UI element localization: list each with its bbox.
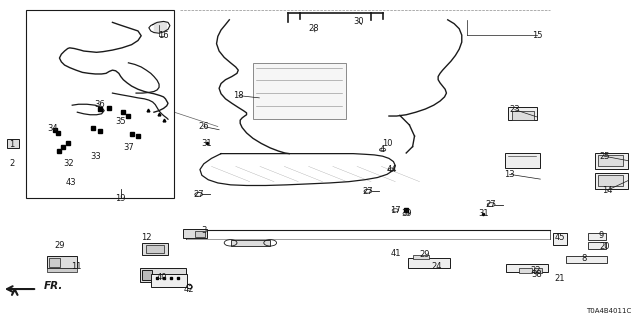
- Text: 28: 28: [308, 24, 319, 33]
- Text: 9: 9: [598, 231, 604, 240]
- Text: T0A4B4011C: T0A4B4011C: [586, 308, 632, 314]
- Text: 12: 12: [141, 233, 152, 242]
- Bar: [47, 268, 77, 272]
- Bar: [47, 256, 77, 268]
- Bar: [595, 153, 628, 169]
- Text: 27: 27: [193, 190, 204, 199]
- Text: 42: 42: [184, 284, 195, 293]
- Text: 36: 36: [94, 100, 105, 109]
- Bar: [505, 153, 540, 168]
- Text: 13: 13: [504, 170, 515, 179]
- Bar: [566, 256, 607, 263]
- Bar: [182, 229, 207, 238]
- Text: FR.: FR.: [44, 282, 63, 292]
- Bar: [553, 233, 567, 245]
- Text: 34: 34: [48, 124, 58, 132]
- Text: 40: 40: [156, 273, 167, 282]
- Text: 45: 45: [554, 233, 564, 242]
- Text: 4: 4: [380, 145, 385, 154]
- Bar: [598, 175, 623, 187]
- Bar: [506, 264, 548, 272]
- Text: 24: 24: [431, 262, 442, 271]
- Text: 35: 35: [115, 117, 126, 126]
- Text: 22: 22: [530, 266, 540, 276]
- Text: 18: 18: [234, 91, 244, 100]
- Bar: [253, 63, 346, 119]
- Text: 8: 8: [581, 254, 586, 263]
- Text: 29: 29: [55, 241, 65, 250]
- Bar: [230, 240, 270, 246]
- Bar: [588, 233, 606, 240]
- Text: 37: 37: [123, 143, 134, 152]
- Text: 10: 10: [383, 139, 393, 148]
- Bar: [147, 245, 164, 253]
- Text: 38: 38: [532, 269, 543, 279]
- Text: 39: 39: [401, 209, 412, 218]
- Text: 11: 11: [71, 262, 81, 271]
- Text: 31: 31: [202, 139, 212, 148]
- Bar: [7, 139, 19, 148]
- Bar: [152, 274, 186, 287]
- Bar: [413, 255, 429, 259]
- Text: 44: 44: [387, 165, 397, 174]
- Text: 26: 26: [198, 122, 209, 131]
- Text: 23: 23: [509, 105, 520, 114]
- Text: 27: 27: [486, 200, 497, 209]
- Text: 3: 3: [201, 226, 207, 235]
- Bar: [588, 242, 606, 249]
- Text: 31: 31: [478, 209, 489, 218]
- Text: 43: 43: [66, 179, 76, 188]
- Bar: [140, 268, 186, 282]
- Bar: [49, 258, 60, 267]
- Text: 33: 33: [90, 152, 100, 161]
- Bar: [508, 108, 537, 120]
- Bar: [519, 268, 532, 273]
- Text: 25: 25: [599, 152, 609, 161]
- Text: 30: 30: [354, 17, 364, 26]
- Text: 2: 2: [10, 159, 15, 168]
- Text: 21: 21: [554, 274, 564, 283]
- Text: 1: 1: [10, 140, 15, 148]
- Bar: [408, 258, 450, 268]
- Text: 15: 15: [532, 31, 542, 40]
- Bar: [511, 111, 534, 120]
- Bar: [595, 173, 628, 189]
- Text: 29: 29: [419, 251, 430, 260]
- Text: 17: 17: [390, 206, 401, 215]
- Text: 32: 32: [64, 159, 74, 168]
- Bar: [534, 268, 541, 273]
- Text: 41: 41: [391, 250, 401, 259]
- Text: 19: 19: [115, 194, 126, 204]
- Text: 14: 14: [602, 186, 612, 195]
- Bar: [195, 231, 205, 237]
- Text: 20: 20: [599, 242, 609, 251]
- Bar: [26, 10, 174, 197]
- Bar: [143, 244, 168, 255]
- Text: 16: 16: [158, 31, 169, 40]
- Text: 27: 27: [363, 187, 373, 196]
- Bar: [143, 270, 152, 280]
- Bar: [598, 155, 623, 166]
